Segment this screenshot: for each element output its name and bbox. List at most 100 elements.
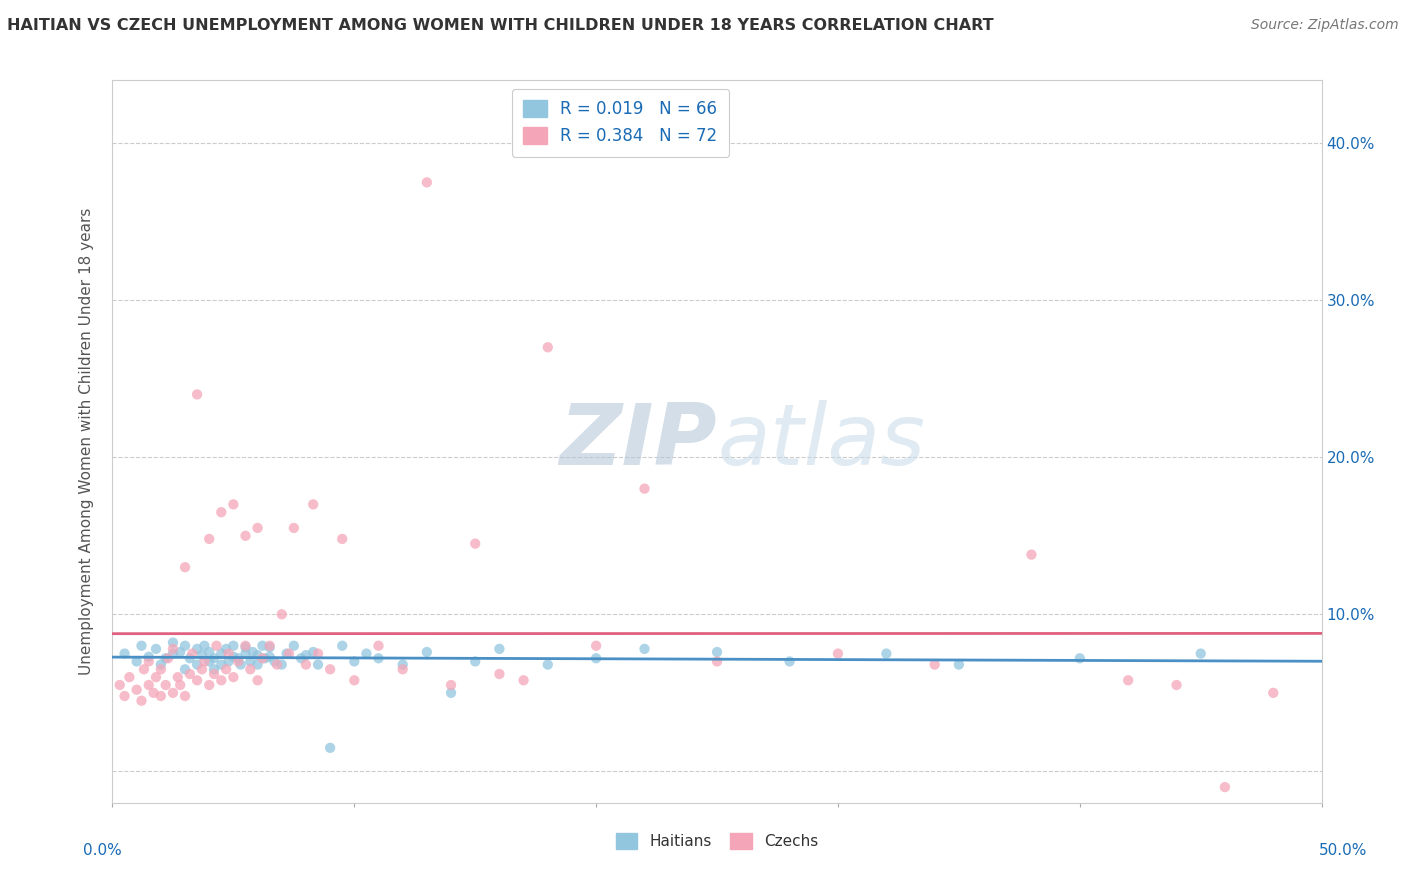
Point (149, 662, 172, 676)
Point (202, 667, 225, 681)
Point (235, 639, 257, 653)
Point (222, 639, 245, 653)
Point (138, 649, 160, 664)
Point (108, 678, 131, 692)
Point (302, 645, 325, 659)
Point (259, 649, 281, 664)
Point (924, 657, 946, 672)
Point (246, 657, 269, 672)
Point (222, 670, 245, 684)
Point (270, 607, 292, 622)
Point (179, 667, 201, 681)
Point (235, 529, 257, 543)
Point (125, 682, 148, 697)
Point (295, 657, 318, 672)
Point (174, 560, 197, 574)
Point (319, 740, 342, 755)
Text: HAITIAN VS CZECH UNEMPLOYMENT AMONG WOMEN WITH CHILDREN UNDER 18 YEARS CORRELATI: HAITIAN VS CZECH UNEMPLOYMENT AMONG WOME… (7, 18, 994, 33)
Point (295, 648, 318, 662)
Point (488, 641, 510, 656)
Point (242, 645, 264, 659)
Point (138, 655, 160, 669)
Text: 50.0%: 50.0% (1319, 843, 1367, 858)
Point (779, 655, 801, 669)
Point (131, 639, 153, 653)
Point (186, 387, 208, 401)
Point (283, 639, 305, 653)
Point (145, 670, 167, 684)
Point (174, 639, 197, 653)
Point (218, 655, 240, 669)
Point (1166, 678, 1188, 692)
Point (706, 645, 728, 659)
Point (198, 645, 221, 659)
Point (246, 521, 269, 535)
Point (1116, 673, 1139, 688)
Point (174, 662, 197, 676)
Point (585, 651, 607, 665)
Point (948, 657, 970, 672)
Legend: Haitians, Czechs: Haitians, Czechs (609, 825, 825, 856)
Point (222, 649, 245, 664)
Point (252, 639, 274, 653)
Point (162, 641, 184, 656)
Point (202, 651, 225, 665)
Point (131, 694, 153, 708)
Point (174, 689, 197, 703)
Point (343, 673, 366, 688)
Point (209, 647, 232, 661)
Point (1189, 647, 1212, 661)
Point (585, 639, 607, 653)
Point (229, 657, 252, 672)
Text: ZIP: ZIP (560, 400, 717, 483)
Point (193, 655, 215, 669)
Point (537, 657, 560, 672)
Point (191, 662, 214, 676)
Point (464, 655, 486, 669)
Point (416, 175, 439, 189)
Point (302, 497, 325, 511)
Point (488, 667, 510, 681)
Point (1021, 548, 1043, 562)
Point (440, 686, 463, 700)
Point (276, 647, 298, 661)
Point (162, 686, 184, 700)
Point (125, 655, 148, 669)
Point (218, 647, 240, 661)
Point (166, 670, 188, 684)
Point (155, 678, 177, 692)
Point (1263, 686, 1285, 700)
Point (356, 647, 378, 661)
Point (235, 647, 257, 661)
Point (537, 340, 560, 354)
Point (416, 645, 439, 659)
Point (391, 657, 413, 672)
Point (155, 651, 177, 665)
Point (114, 647, 136, 661)
Point (186, 657, 208, 672)
Point (330, 532, 353, 546)
Point (198, 532, 221, 546)
Point (209, 673, 232, 688)
Point (259, 640, 281, 655)
Point (157, 651, 180, 665)
Point (253, 651, 276, 665)
Point (1069, 651, 1091, 665)
Point (1213, 780, 1236, 794)
Text: atlas: atlas (717, 400, 925, 483)
Point (138, 678, 160, 692)
Point (235, 640, 257, 655)
Point (209, 657, 232, 672)
Point (193, 639, 215, 653)
Point (259, 639, 281, 653)
Point (827, 647, 849, 661)
Point (307, 647, 329, 661)
Point (252, 651, 274, 665)
Point (198, 655, 221, 669)
Point (142, 686, 165, 700)
Point (215, 641, 238, 656)
Point (191, 648, 214, 662)
Point (512, 673, 534, 688)
Point (239, 662, 262, 676)
Point (179, 651, 201, 665)
